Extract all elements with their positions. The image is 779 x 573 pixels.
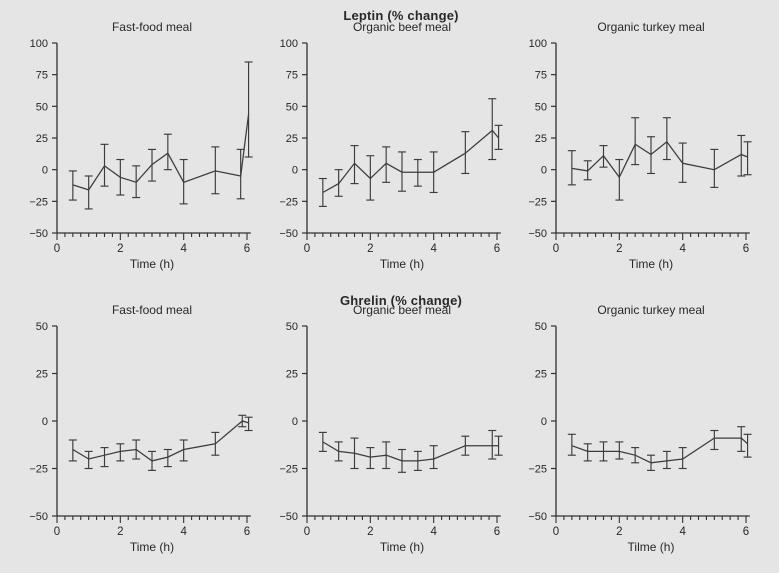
- chart-ghrelin-fast-food-meal: Fast-food meal 50 25 0 −25 −50 0 2 4 6 Time (h): [7, 288, 257, 560]
- x-tick-label: 6: [244, 526, 250, 538]
- y-tick-label: 25: [535, 369, 547, 381]
- error-bars: [68, 414, 253, 471]
- panel-title: Organic beef meal: [353, 303, 451, 317]
- y-tick-label: 50: [36, 321, 48, 333]
- x-tick-label: 4: [430, 243, 437, 255]
- y-tick-label: 100: [30, 38, 48, 50]
- series-line: [322, 441, 499, 462]
- error-bars: [318, 429, 503, 473]
- x-tick-label: 2: [367, 243, 373, 255]
- y-tick-label: 50: [36, 101, 48, 113]
- y-tick-label: −50: [528, 511, 547, 523]
- x-axis-label: Time (h): [380, 540, 424, 554]
- y-tick-label: −50: [279, 228, 298, 240]
- y-tick-label: 0: [541, 165, 547, 177]
- x-tick-label: 2: [117, 526, 123, 538]
- y-tick-label: 50: [535, 321, 547, 333]
- y-tick-label: 25: [36, 369, 48, 381]
- x-tick-label: 6: [494, 526, 500, 538]
- y-tick-label: 50: [535, 101, 547, 113]
- y-tick-label: 100: [529, 38, 547, 50]
- x-tick-label: 4: [679, 243, 686, 255]
- x-axis-label: Time (h): [130, 540, 174, 554]
- y-tick-label: 25: [36, 133, 48, 145]
- x-tick-label: 2: [117, 243, 123, 255]
- x-tick-label: 2: [616, 526, 622, 538]
- y-tick-label: 0: [42, 416, 48, 428]
- y-tick-label: 50: [286, 321, 298, 333]
- y-tick-label: 100: [280, 38, 298, 50]
- x-tick-label: 4: [180, 243, 187, 255]
- panel-title: Organic turkey meal: [597, 303, 704, 317]
- x-tick-label: 0: [54, 526, 60, 538]
- y-tick-label: 25: [286, 369, 298, 381]
- x-tick-label: 0: [553, 243, 559, 255]
- y-tick-label: 75: [535, 70, 547, 82]
- panel-title: Organic beef meal: [353, 20, 451, 34]
- chart-leptin-fast-food-meal: Fast-food meal 100 75 50 25 0 −25 −50 0 2 4 6 Time (…: [7, 5, 257, 277]
- y-tick-label: 0: [541, 416, 547, 428]
- chart-leptin-organic-turkey-meal: Organic turkey meal 100 75 50 25 0 −25 −50 0 2 4 6 T…: [506, 5, 756, 277]
- y-tick-label: 50: [286, 101, 298, 113]
- y-tick-label: −25: [279, 464, 298, 476]
- error-bars: [318, 98, 503, 207]
- panel-title: Fast-food meal: [112, 20, 192, 34]
- y-tick-label: −50: [29, 511, 48, 523]
- y-tick-label: 25: [535, 133, 547, 145]
- x-axis-label: Time (h): [380, 257, 424, 271]
- figure-title-leptin: Leptin (% change): [343, 8, 459, 23]
- x-tick-label: 4: [679, 526, 686, 538]
- panel-title: Fast-food meal: [112, 303, 192, 317]
- series-line: [571, 140, 748, 179]
- y-tick-label: −25: [29, 196, 48, 208]
- error-bars: [68, 61, 253, 210]
- y-tick-label: 0: [42, 165, 48, 177]
- chart-leptin-organic-beef-meal: Organic beef meal 100 75 50 25 0 −25 −50 0 2 4 6 Tim…: [257, 5, 507, 277]
- y-tick-label: 0: [292, 416, 298, 428]
- series-line: [322, 129, 500, 194]
- y-tick-label: −50: [528, 228, 547, 240]
- x-tick-label: 6: [494, 243, 500, 255]
- y-tick-label: −25: [528, 196, 547, 208]
- x-tick-label: 0: [553, 526, 559, 538]
- x-tick-label: 4: [180, 526, 187, 538]
- y-tick-label: 75: [286, 70, 298, 82]
- x-tick-label: 2: [367, 526, 373, 538]
- x-axis-label: Tilme (h): [628, 540, 675, 554]
- series-line: [72, 113, 250, 191]
- x-tick-label: 2: [616, 243, 622, 255]
- plot-area: Fast-food meal 100 75 50 25 0 −25 −50 0 2 4 6 Time (…: [29, 20, 253, 271]
- series-line: [72, 420, 249, 462]
- y-tick-label: 25: [286, 133, 298, 145]
- plot-area: Organic beef meal 100 75 50 25 0 −25 −50 0 2 4 6 Tim…: [279, 20, 503, 271]
- panel-title: Organic turkey meal: [597, 20, 704, 34]
- chart-ghrelin-organic-turkey-meal: Organic turkey meal 50 25 0 −25 −50 0 2 4 6 Tilme …: [506, 288, 756, 560]
- x-tick-label: 6: [743, 243, 749, 255]
- x-axis-label: Time (h): [130, 257, 174, 271]
- y-tick-label: 0: [292, 165, 298, 177]
- x-tick-label: 0: [304, 526, 310, 538]
- error-bars: [567, 117, 752, 201]
- y-tick-label: −25: [279, 196, 298, 208]
- y-tick-label: −25: [29, 464, 48, 476]
- plot-area: Organic beef meal 50 25 0 −25 −50 0 2 4 6 Time (h): [279, 303, 503, 554]
- series-line: [571, 437, 749, 464]
- chart-ghrelin-organic-beef-meal: Organic beef meal 50 25 0 −25 −50 0 2 4 6 Time (h): [257, 288, 507, 560]
- x-tick-label: 6: [244, 243, 250, 255]
- x-tick-label: 6: [743, 526, 749, 538]
- y-tick-label: −50: [279, 511, 298, 523]
- x-tick-label: 4: [430, 526, 437, 538]
- plot-area: Fast-food meal 50 25 0 −25 −50 0 2 4 6 Time (h): [29, 303, 253, 554]
- y-tick-label: −25: [528, 464, 547, 476]
- y-tick-label: 75: [36, 70, 48, 82]
- plot-area: Organic turkey meal 50 25 0 −25 −50 0 2 4 6 Tilme …: [528, 303, 752, 554]
- plot-area: Organic turkey meal 100 75 50 25 0 −25 −50 0 2 4 6 T…: [528, 20, 752, 271]
- error-bars: [567, 426, 752, 471]
- x-tick-label: 0: [304, 243, 310, 255]
- x-axis-label: Time (h): [629, 257, 673, 271]
- figure-title-ghrelin: Ghrelin (% change): [339, 293, 463, 308]
- x-tick-label: 0: [54, 243, 60, 255]
- y-tick-label: −50: [29, 228, 48, 240]
